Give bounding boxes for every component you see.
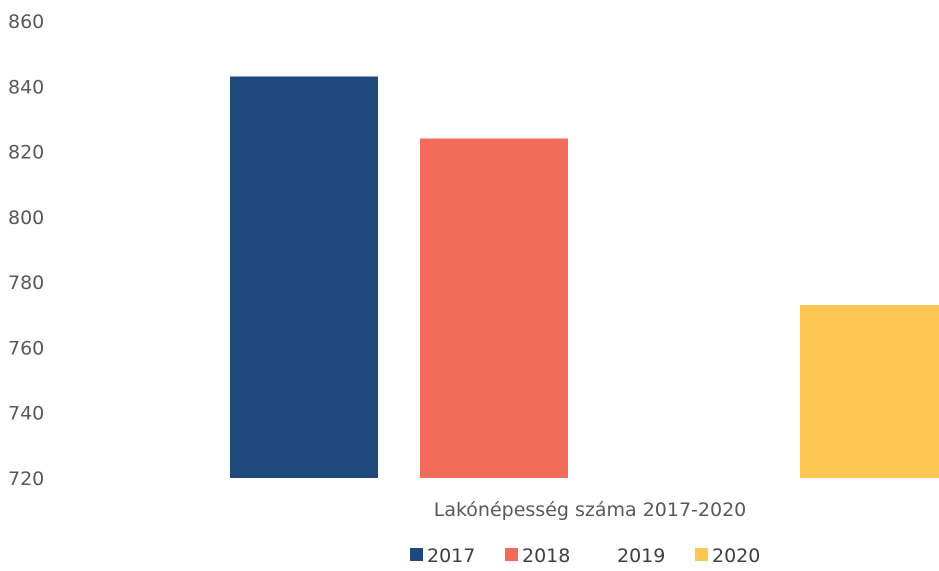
bar-2018 xyxy=(420,138,568,478)
bars xyxy=(230,76,939,478)
y-tick-label: 820 xyxy=(8,142,44,164)
legend-swatch-2018 xyxy=(505,548,518,561)
y-tick-label: 760 xyxy=(8,337,44,359)
legend-swatch-2019 xyxy=(600,548,613,561)
legend-label-2017: 2017 xyxy=(427,545,475,567)
y-tick-label: 800 xyxy=(8,207,44,229)
y-axis: 720 740 760 780 800 820 840 860 xyxy=(8,11,44,490)
y-tick-label: 840 xyxy=(8,76,44,98)
legend-label-2020: 2020 xyxy=(712,545,760,567)
legend-swatch-2017 xyxy=(410,548,423,561)
y-tick-label: 860 xyxy=(8,11,44,33)
bar-2017 xyxy=(230,76,378,478)
x-axis-label: Lakónépesség száma 2017-2020 xyxy=(434,499,747,521)
y-tick-label: 740 xyxy=(8,403,44,425)
legend: 2017 2018 2019 2020 xyxy=(410,545,760,567)
y-tick-label: 720 xyxy=(8,468,44,490)
legend-label-2018: 2018 xyxy=(522,545,570,567)
legend-swatch-2020 xyxy=(695,548,708,561)
bar-2020 xyxy=(800,304,939,478)
y-tick-label: 780 xyxy=(8,272,44,294)
legend-label-2019: 2019 xyxy=(617,545,665,567)
